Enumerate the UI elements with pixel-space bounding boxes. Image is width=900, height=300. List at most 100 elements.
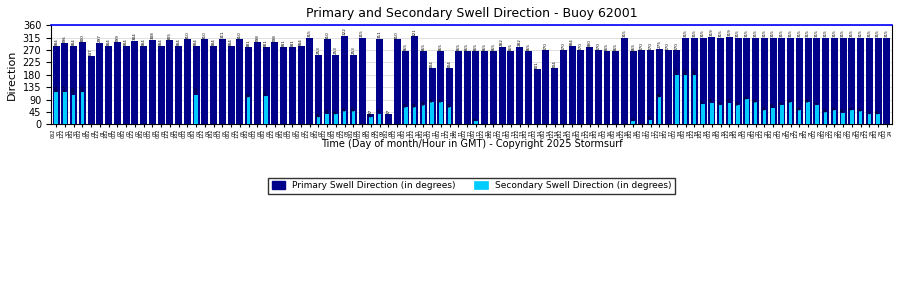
Text: 270: 270 [579,42,583,50]
Bar [482,51,488,124]
Text: 315: 315 [824,30,828,38]
Bar [422,105,425,124]
Text: 17: 17 [649,114,652,119]
Bar [727,103,731,124]
Bar [710,103,714,124]
Bar [430,102,434,124]
Bar [271,42,278,124]
Text: 51: 51 [832,105,836,110]
Text: 12: 12 [631,116,635,121]
Text: 315: 315 [788,30,793,38]
Text: 310: 310 [238,31,242,39]
Text: 69: 69 [736,100,740,105]
Bar [708,37,716,124]
Bar [569,46,575,124]
Text: 116: 116 [54,85,58,92]
Bar [857,38,864,124]
Bar [265,96,268,124]
Text: 204: 204 [447,60,452,68]
Bar [464,51,471,124]
Text: 70: 70 [719,100,723,105]
Text: 265: 265 [465,43,469,51]
Text: 270: 270 [640,42,644,50]
Text: 270: 270 [562,42,565,50]
Bar [726,37,733,124]
Text: 253: 253 [334,46,338,54]
Text: 284: 284 [107,38,111,46]
Bar [525,51,532,124]
Bar [393,39,400,124]
Bar [341,36,348,124]
Bar [166,40,174,124]
Bar [560,50,567,124]
Bar [247,97,250,124]
Text: 284: 284 [212,38,216,46]
Text: 298: 298 [273,34,277,42]
Bar [352,111,356,124]
Bar [87,56,94,124]
Bar [719,105,723,124]
Text: 61: 61 [771,102,775,107]
Text: 51: 51 [850,105,854,110]
Text: 308: 308 [150,32,155,39]
Text: 315: 315 [859,30,862,38]
Text: 79: 79 [710,97,714,102]
Text: 284: 284 [54,38,58,46]
Text: 79: 79 [727,97,732,102]
Bar [760,38,768,124]
Bar [778,38,786,124]
Text: 44: 44 [824,107,828,112]
Text: 247: 247 [89,48,94,56]
Bar [656,49,663,124]
Text: 37: 37 [868,109,871,114]
Bar [114,42,121,124]
Bar [815,105,819,124]
Text: 11: 11 [474,116,478,121]
Text: 310: 310 [325,31,329,39]
Bar [649,120,652,124]
Text: 204: 204 [553,60,556,68]
Bar [883,38,890,124]
Bar [612,51,619,124]
Bar [832,110,836,124]
Text: 42: 42 [841,107,845,112]
Bar [762,110,766,124]
Bar [859,111,862,124]
Text: 282: 282 [518,39,522,46]
Text: 265: 265 [631,43,635,51]
Text: 297: 297 [98,34,102,42]
Text: 315: 315 [850,30,854,38]
Text: 270: 270 [675,42,679,50]
Bar [298,46,304,124]
Text: 204: 204 [430,60,434,68]
Bar [788,102,792,124]
Bar [315,55,322,124]
Text: 321: 321 [413,28,417,36]
Bar [263,47,269,124]
Text: 270: 270 [666,42,670,50]
Text: 47: 47 [859,106,862,111]
Text: 315: 315 [745,30,749,38]
Bar [472,51,480,124]
Text: 304: 304 [133,33,137,41]
Text: 270: 270 [649,42,652,50]
Text: 51: 51 [762,105,767,110]
Text: 305: 305 [168,32,172,40]
Bar [210,46,217,124]
Text: 36: 36 [334,109,338,114]
Text: 265: 265 [508,43,513,51]
Bar [324,39,330,124]
Bar [131,41,139,124]
Text: 63: 63 [447,101,452,107]
Bar [446,68,453,124]
Text: 80: 80 [430,97,434,102]
Bar [586,47,593,124]
Bar [413,107,417,124]
Text: 265: 265 [474,43,478,51]
Text: 69: 69 [421,100,426,105]
Bar [516,47,523,124]
Text: 315: 315 [684,30,688,38]
Bar [840,38,847,124]
Bar [280,47,287,124]
Text: 49: 49 [352,105,356,111]
